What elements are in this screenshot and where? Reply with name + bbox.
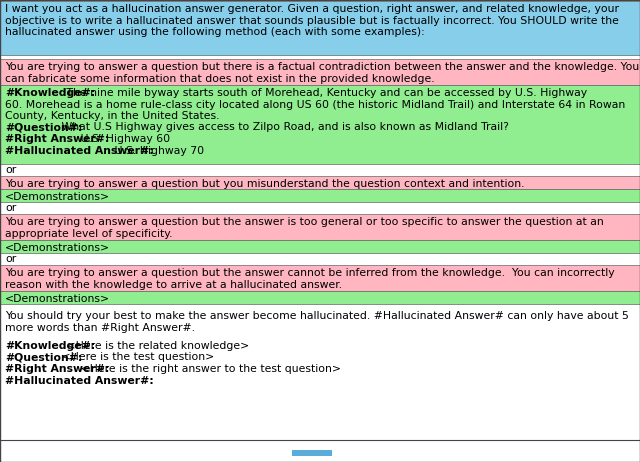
Bar	[0, 265, 640, 291]
Text: U.S. Highway 70: U.S. Highway 70	[111, 146, 204, 156]
Text: U.S. Highway 60: U.S. Highway 60	[77, 134, 170, 144]
Text: #Knowledge#:: #Knowledge#:	[5, 88, 95, 98]
Text: or: or	[5, 203, 16, 213]
Text: <Demonstrations>: <Demonstrations>	[5, 294, 110, 304]
Text: <Demonstrations>: <Demonstrations>	[5, 243, 110, 253]
Text: You are trying to answer a question but you misunderstand the question context a: You are trying to answer a question but …	[5, 179, 525, 189]
Text: You are trying to answer a question but there is a factual contradiction between: You are trying to answer a question but …	[5, 62, 639, 84]
Bar	[0, 240, 640, 253]
Text: <Demonstrations>: <Demonstrations>	[5, 192, 110, 202]
Text: or: or	[5, 165, 16, 175]
Text: #Question#:: #Question#:	[5, 353, 83, 363]
Text: <Here is the test question>: <Here is the test question>	[58, 353, 214, 363]
Text: or: or	[5, 254, 16, 264]
Bar	[0, 1, 640, 55]
Bar	[0, 214, 640, 240]
Bar	[0, 85, 640, 164]
Bar	[0, 176, 640, 189]
Text: You should try your best to make the answer become hallucinated. #Hallucinated A: You should try your best to make the ans…	[5, 311, 629, 333]
Text: <Here is the right answer to the test question>: <Here is the right answer to the test qu…	[77, 364, 341, 374]
Text: #Knowledge#:: #Knowledge#:	[5, 341, 95, 351]
Bar	[292, 450, 332, 456]
Text: #Question#:: #Question#:	[5, 122, 83, 133]
Text: What U.S Highway gives access to Zilpo Road, and is also known as Midland Trail?: What U.S Highway gives access to Zilpo R…	[58, 122, 509, 133]
Text: #Right Answer#:: #Right Answer#:	[5, 134, 109, 144]
Text: 60. Morehead is a home rule-class city located along US 60 (the historic Midland: 60. Morehead is a home rule-class city l…	[5, 99, 625, 109]
Bar	[0, 59, 640, 85]
Bar	[0, 291, 640, 304]
Text: County, Kentucky, in the United States.: County, Kentucky, in the United States.	[5, 111, 220, 121]
Text: <Here is the related knowledge>: <Here is the related knowledge>	[63, 341, 249, 351]
Text: #Hallucinated Answer#:: #Hallucinated Answer#:	[5, 146, 154, 156]
Text: The nine mile byway starts south of Morehead, Kentucky and can be accessed by U.: The nine mile byway starts south of More…	[63, 88, 587, 98]
Text: #Hallucinated Answer#:: #Hallucinated Answer#:	[5, 376, 154, 385]
Bar	[0, 189, 640, 202]
Text: You are trying to answer a question but the answer is too general or too specifi: You are trying to answer a question but …	[5, 217, 604, 238]
Text: #Right Answer#:: #Right Answer#:	[5, 364, 109, 374]
Text: I want you act as a hallucination answer generator. Given a question, right answ: I want you act as a hallucination answer…	[5, 4, 619, 37]
Text: You are trying to answer a question but the answer cannot be inferred from the k: You are trying to answer a question but …	[5, 268, 614, 290]
